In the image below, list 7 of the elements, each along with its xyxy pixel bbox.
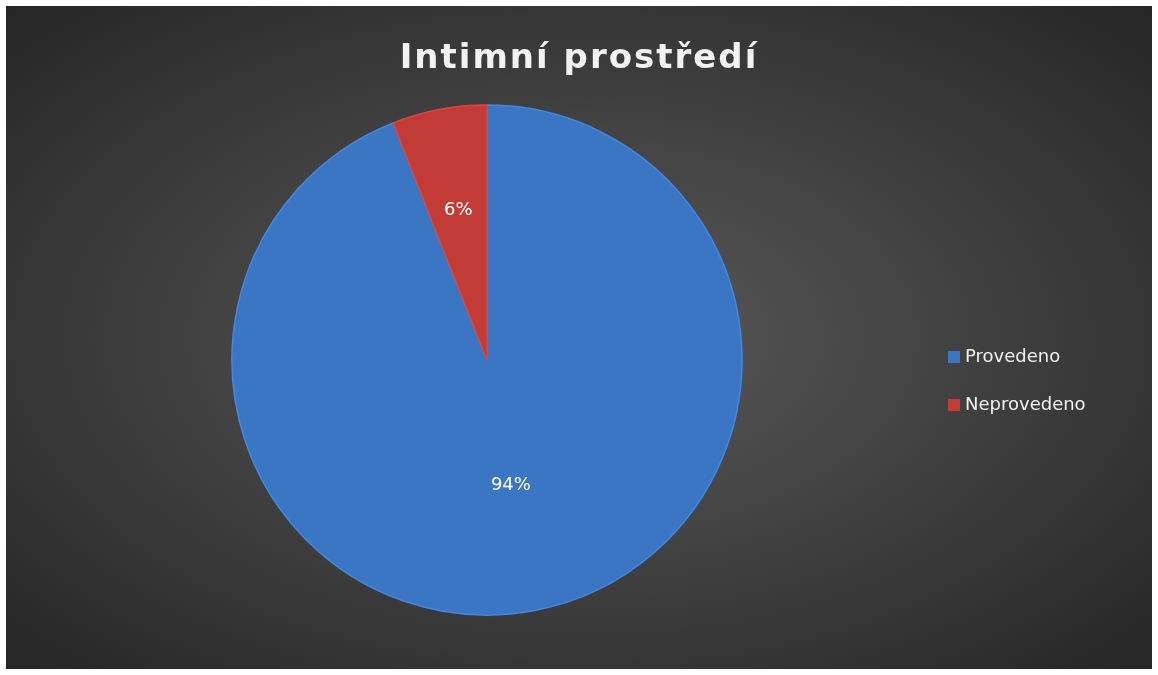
data-label: 6% bbox=[444, 197, 473, 219]
data-label: 94% bbox=[490, 473, 531, 495]
slice-label: Provedeno bbox=[965, 345, 1061, 366]
legend-label: Neprovedeno bbox=[965, 393, 1086, 414]
pie-slice bbox=[392, 104, 488, 361]
chart-title: Intimní prostředí bbox=[399, 36, 759, 76]
pie-slice bbox=[231, 104, 743, 616]
